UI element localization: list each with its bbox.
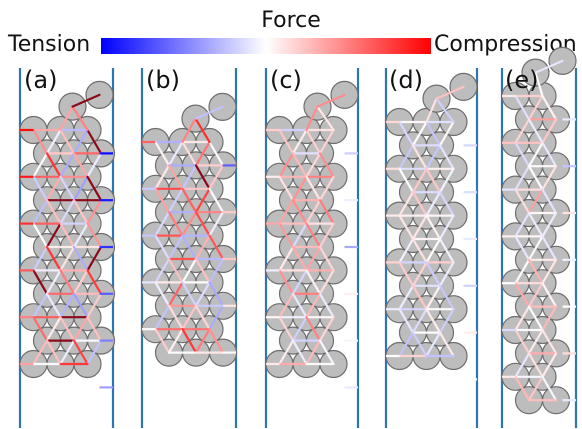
panel-4: (d) — [386, 66, 477, 428]
panel-label: (d) — [389, 66, 423, 94]
panel-5: (e) — [502, 47, 576, 428]
panel-2: (b) — [142, 66, 237, 428]
panel-label: (e) — [505, 66, 539, 94]
panel-1: (a) — [20, 66, 115, 428]
particles — [266, 81, 358, 377]
panel-label: (c) — [270, 66, 302, 94]
particles — [142, 93, 237, 366]
particles — [20, 81, 115, 377]
panel-label: (b) — [146, 66, 180, 94]
panel-3: (c) — [266, 66, 358, 428]
panel-label: (a) — [24, 66, 57, 94]
particles — [386, 73, 477, 369]
